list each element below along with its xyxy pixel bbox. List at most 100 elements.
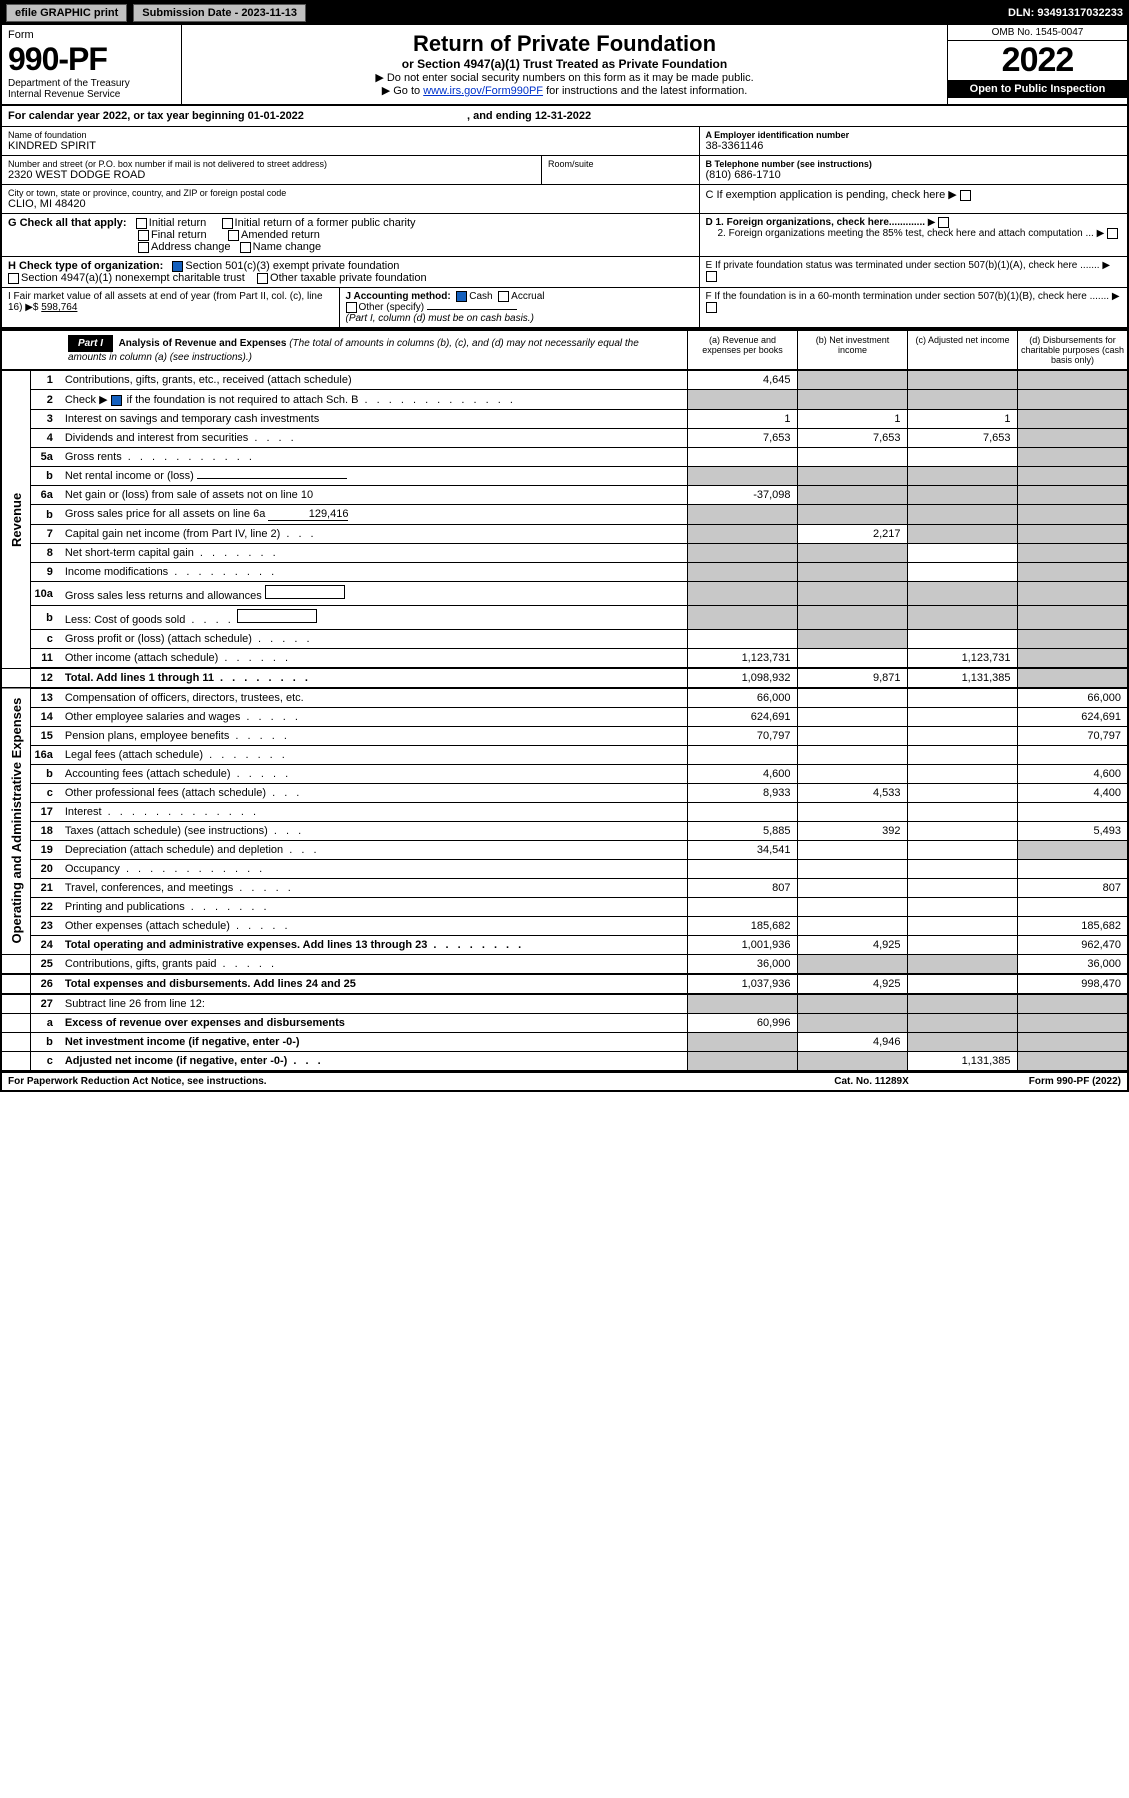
title-block: Form 990-PF Department of the Treasury I… <box>2 24 1127 106</box>
part1-title: Analysis of Revenue and Expenses <box>119 338 287 349</box>
h-4947-checkbox[interactable] <box>8 273 19 284</box>
f-checkbox[interactable] <box>706 302 717 313</box>
name-ein-row: Name of foundation KINDRED SPIRIT A Empl… <box>2 127 1127 156</box>
j-accrual-checkbox[interactable] <box>498 291 509 302</box>
line-26-desc: Total expenses and disbursements. Add li… <box>61 974 687 994</box>
foundation-name: KINDRED SPIRIT <box>8 140 693 152</box>
d2-label: 2. Foreign organizations meeting the 85%… <box>718 228 1094 239</box>
revenue-side-label: Revenue <box>2 371 30 668</box>
footer-row: For Paperwork Reduction Act Notice, see … <box>2 1071 1127 1090</box>
line-2-checkbox[interactable] <box>111 395 122 406</box>
part1-header: Part I Analysis of Revenue and Expenses … <box>2 329 1127 371</box>
line-19-desc: Depreciation (attach schedule) and deple… <box>61 841 687 860</box>
room-label: Room/suite <box>548 159 693 169</box>
city-label: City or town, state or province, country… <box>8 188 693 198</box>
line-17-desc: Interest . . . . . . . . . . . . . <box>61 803 687 822</box>
j-other-checkbox[interactable] <box>346 302 357 313</box>
line-14-desc: Other employee salaries and wages . . . … <box>61 708 687 727</box>
f-label: F If the foundation is in a 60-month ter… <box>706 291 1110 302</box>
line-27a-desc: Excess of revenue over expenses and disb… <box>61 1014 687 1033</box>
h-other-checkbox[interactable] <box>257 273 268 284</box>
irs-label: Internal Revenue Service <box>8 89 175 100</box>
e-checkbox[interactable] <box>706 271 717 282</box>
ein-label: A Employer identification number <box>706 130 1122 140</box>
part1-tab: Part I <box>68 335 113 352</box>
g-initial-checkbox[interactable] <box>136 218 147 229</box>
line-27b-desc: Net investment income (if negative, ente… <box>61 1033 687 1052</box>
line-27-desc: Subtract line 26 from line 12: <box>61 994 687 1014</box>
g-name-checkbox[interactable] <box>240 242 251 253</box>
line-18-desc: Taxes (attach schedule) (see instruction… <box>61 822 687 841</box>
dln-label: DLN: 93491317032233 <box>1008 7 1123 19</box>
h-501-checkbox[interactable] <box>172 261 183 272</box>
d2-checkbox[interactable] <box>1107 228 1118 239</box>
name-label: Name of foundation <box>8 130 693 140</box>
instructions-link[interactable]: www.irs.gov/Form990PF <box>423 85 543 97</box>
line-20-desc: Occupancy . . . . . . . . . . . . <box>61 860 687 879</box>
open-inspection: Open to Public Inspection <box>948 80 1127 98</box>
ein-value: 38-3361146 <box>706 140 1122 152</box>
j-cash-checkbox[interactable] <box>456 291 467 302</box>
arrow-icon: ▶ <box>948 189 956 201</box>
line-16c-desc: Other professional fees (attach schedule… <box>61 784 687 803</box>
calendar-year-row: For calendar year 2022, or tax year begi… <box>2 106 1127 127</box>
j-note: (Part I, column (d) must be on cash basi… <box>346 313 534 324</box>
g-amended-checkbox[interactable] <box>228 230 239 241</box>
line-23-desc: Other expenses (attach schedule) . . . .… <box>61 917 687 936</box>
line-2-desc: Check ▶ if the foundation is not require… <box>61 390 687 410</box>
g-d-row: G Check all that apply: Initial return I… <box>2 214 1127 257</box>
top-bar: efile GRAPHIC print Submission Date - 20… <box>2 2 1127 24</box>
d1-label: D 1. Foreign organizations, check here..… <box>706 217 926 228</box>
form-title: Return of Private Foundation <box>192 31 937 57</box>
line-16b-desc: Accounting fees (attach schedule) . . . … <box>61 765 687 784</box>
line-13-desc: Compensation of officers, directors, tru… <box>61 688 687 708</box>
c-label: C If exemption application is pending, c… <box>706 189 946 201</box>
line-22-desc: Printing and publications . . . . . . . <box>61 898 687 917</box>
c-checkbox[interactable] <box>960 190 971 201</box>
line-9-desc: Income modifications . . . . . . . . . <box>61 563 687 582</box>
form-container: efile GRAPHIC print Submission Date - 20… <box>0 0 1129 1092</box>
pra-notice: For Paperwork Reduction Act Notice, see … <box>8 1076 267 1087</box>
line-10b-desc: Less: Cost of goods sold . . . . <box>61 606 687 630</box>
line-21-desc: Travel, conferences, and meetings . . . … <box>61 879 687 898</box>
omb-number: OMB No. 1545-0047 <box>948 25 1127 41</box>
submission-date-button[interactable]: Submission Date - 2023-11-13 <box>133 4 306 22</box>
line-16a-desc: Legal fees (attach schedule) . . . . . .… <box>61 746 687 765</box>
ssn-note: ▶ Do not enter social security numbers o… <box>192 71 937 84</box>
line-25-desc: Contributions, gifts, grants paid . . . … <box>61 955 687 975</box>
telephone: (810) 686-1710 <box>706 169 1122 181</box>
line-15-desc: Pension plans, employee benefits . . . .… <box>61 727 687 746</box>
expenses-side-label: Operating and Administrative Expenses <box>2 688 30 955</box>
col-c-header: (c) Adjusted net income <box>907 331 1017 369</box>
e-label: E If private foundation status was termi… <box>706 260 1100 271</box>
city-c-row: City or town, state or province, country… <box>2 185 1127 214</box>
g-final-checkbox[interactable] <box>138 230 149 241</box>
g-initial-former-checkbox[interactable] <box>222 218 233 229</box>
i-value: 598,764 <box>41 302 77 313</box>
g-label: G Check all that apply: <box>8 217 127 229</box>
line-5a-desc: Gross rents . . . . . . . . . . . <box>61 448 687 467</box>
tel-label: B Telephone number (see instructions) <box>706 159 1122 169</box>
d1-checkbox[interactable] <box>938 217 949 228</box>
col-d-header: (d) Disbursements for charitable purpose… <box>1017 331 1127 369</box>
i-j-f-row: I Fair market value of all assets at end… <box>2 288 1127 329</box>
efile-button[interactable]: efile GRAPHIC print <box>6 4 127 22</box>
line-8-desc: Net short-term capital gain . . . . . . … <box>61 544 687 563</box>
part1-table: Revenue 1 Contributions, gifts, grants, … <box>2 371 1127 1071</box>
line-6a-desc: Net gain or (loss) from sale of assets n… <box>61 486 687 505</box>
line-7-desc: Capital gain net income (from Part IV, l… <box>61 525 687 544</box>
line-4-desc: Dividends and interest from securities .… <box>61 429 687 448</box>
h-label: H Check type of organization: <box>8 260 163 272</box>
form-subtitle: or Section 4947(a)(1) Trust Treated as P… <box>192 57 937 71</box>
dept-label: Department of the Treasury <box>8 78 175 89</box>
form-word: Form <box>8 29 175 41</box>
line-1-desc: Contributions, gifts, grants, etc., rece… <box>61 371 687 390</box>
city-state-zip: CLIO, MI 48420 <box>8 198 693 210</box>
line-3-desc: Interest on savings and temporary cash i… <box>61 410 687 429</box>
g-address-checkbox[interactable] <box>138 242 149 253</box>
col-b-header: (b) Net investment income <box>797 331 907 369</box>
line-10c-desc: Gross profit or (loss) (attach schedule)… <box>61 630 687 649</box>
cat-number: Cat. No. 11289X <box>834 1076 908 1087</box>
form-ref: Form 990-PF (2022) <box>1029 1076 1121 1087</box>
line-5b-desc: Net rental income or (loss) <box>61 467 687 486</box>
